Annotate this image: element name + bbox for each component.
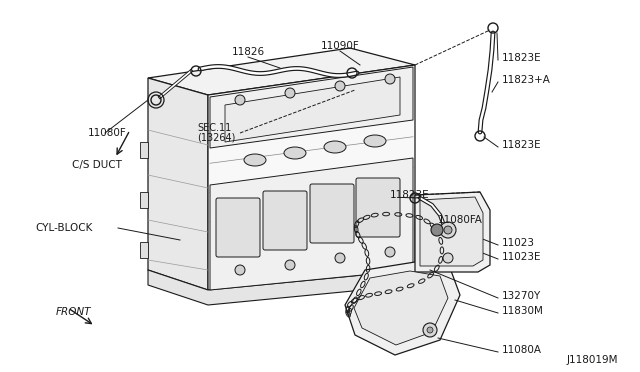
Ellipse shape [284, 147, 306, 159]
Text: 11830M: 11830M [502, 306, 544, 316]
Circle shape [235, 95, 245, 105]
Polygon shape [420, 197, 483, 266]
Polygon shape [148, 78, 208, 290]
Text: 11826: 11826 [232, 47, 264, 57]
Circle shape [431, 224, 443, 236]
Polygon shape [148, 270, 415, 305]
Polygon shape [225, 77, 400, 142]
Polygon shape [210, 67, 413, 148]
FancyBboxPatch shape [356, 178, 400, 237]
Text: 13270Y: 13270Y [502, 291, 541, 301]
FancyBboxPatch shape [310, 184, 354, 243]
Polygon shape [140, 142, 148, 158]
Ellipse shape [364, 135, 386, 147]
Polygon shape [415, 192, 490, 272]
Text: 11080FA: 11080FA [438, 215, 483, 225]
FancyBboxPatch shape [263, 191, 307, 250]
Circle shape [335, 253, 345, 263]
Circle shape [444, 226, 452, 234]
Circle shape [427, 327, 433, 333]
Text: 11823E: 11823E [502, 140, 541, 150]
Circle shape [385, 247, 395, 257]
Text: 11080A: 11080A [502, 345, 542, 355]
Circle shape [385, 74, 395, 84]
Text: SEC.11: SEC.11 [197, 123, 231, 133]
Polygon shape [148, 48, 415, 95]
Polygon shape [354, 271, 448, 345]
Text: (13264): (13264) [197, 133, 236, 143]
Text: 11023: 11023 [502, 238, 535, 248]
Text: 11090F: 11090F [321, 41, 360, 51]
Circle shape [443, 253, 453, 263]
Ellipse shape [324, 141, 346, 153]
Text: 11823E: 11823E [502, 53, 541, 63]
Polygon shape [140, 192, 148, 208]
Text: 11823E: 11823E [390, 190, 429, 200]
Text: 11080F: 11080F [88, 128, 127, 138]
Text: C/S DUCT: C/S DUCT [72, 160, 122, 170]
Circle shape [285, 88, 295, 98]
Text: 11023E: 11023E [502, 252, 541, 262]
Circle shape [335, 81, 345, 91]
Polygon shape [208, 65, 415, 290]
Circle shape [235, 265, 245, 275]
Circle shape [440, 222, 456, 238]
Text: CYL-BLOCK: CYL-BLOCK [35, 223, 92, 233]
Polygon shape [140, 242, 148, 258]
Polygon shape [345, 262, 460, 355]
Text: 11823+A: 11823+A [502, 75, 551, 85]
Circle shape [285, 260, 295, 270]
Ellipse shape [244, 154, 266, 166]
FancyBboxPatch shape [216, 198, 260, 257]
Text: J118019M: J118019M [566, 355, 618, 365]
Text: FRONT: FRONT [56, 307, 92, 317]
Circle shape [423, 323, 437, 337]
Polygon shape [210, 158, 413, 290]
